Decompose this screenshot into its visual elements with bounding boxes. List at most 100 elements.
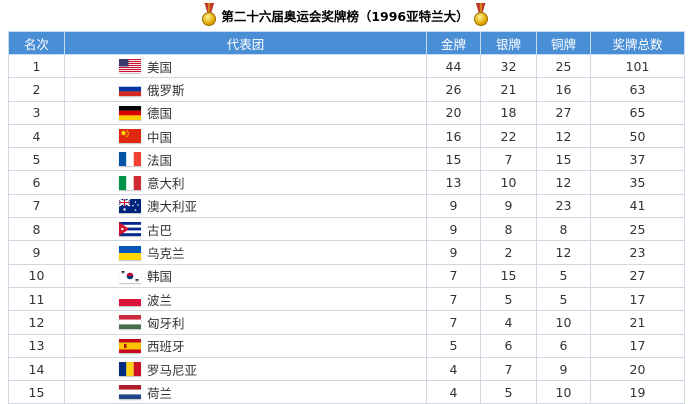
title-bar: 第二十六届奥运会奖牌榜（1996亚特兰大）: [0, 0, 690, 31]
france-flag-icon: [119, 152, 141, 167]
page-title: 第二十六届奥运会奖牌榜（1996亚特兰大）: [221, 9, 469, 24]
team-name[interactable]: 中国: [147, 129, 173, 145]
bronze-cell: 27: [536, 100, 591, 125]
rank-cell: 13: [8, 333, 65, 358]
silver-cell: 5: [480, 380, 537, 404]
table-row[interactable]: 2 俄罗斯 26 21 16 63: [8, 77, 685, 102]
rank-cell: 8: [8, 217, 65, 242]
silver-cell: 7: [480, 356, 537, 382]
bronze-cell: 9: [536, 356, 591, 382]
silver-cell: 7: [480, 147, 537, 172]
team-name[interactable]: 古巴: [147, 222, 173, 238]
ukraine-flag-icon: [119, 245, 141, 260]
silver-cell: 8: [480, 217, 537, 242]
total-cell: 20: [590, 356, 685, 382]
rank-cell: 3: [8, 100, 65, 125]
column-header-total[interactable]: 奖牌总数: [590, 31, 685, 55]
silver-cell: 21: [480, 77, 537, 102]
table-row[interactable]: 12 匈牙利 7 4 10 21: [8, 310, 685, 335]
team-name[interactable]: 澳大利亚: [147, 199, 198, 215]
table-body: 1 美国 44 32 25 101 2 俄罗斯 26 21 16 63 3 德国 20 18 27 65 4 中国 16…: [8, 53, 685, 404]
gold-cell: 4: [426, 380, 481, 404]
rank-cell: 6: [8, 170, 65, 195]
team-name[interactable]: 法国: [147, 152, 173, 168]
column-header-team[interactable]: 代表团: [64, 31, 427, 55]
south-korea-flag-icon: [119, 268, 141, 283]
rank-cell: 7: [8, 193, 65, 219]
team-name[interactable]: 西班牙: [147, 339, 185, 355]
team-name[interactable]: 美国: [147, 59, 173, 75]
romania-flag-icon: [119, 362, 141, 376]
table-row[interactable]: 15 荷兰 4 5 10 19: [8, 380, 685, 404]
gold-cell: 16: [426, 123, 481, 149]
bronze-cell: 6: [536, 333, 591, 358]
team-name[interactable]: 韩国: [147, 269, 173, 285]
table-row[interactable]: 6 意大利 13 10 12 35: [8, 170, 685, 195]
silver-cell: 6: [480, 333, 537, 358]
team-cell: 西班牙: [64, 333, 427, 358]
table-row[interactable]: 3 德国 20 18 27 65: [8, 100, 685, 125]
team-name[interactable]: 罗马尼亚: [147, 362, 198, 378]
gold-cell: 5: [426, 333, 481, 358]
cuba-flag-icon: [119, 222, 141, 237]
bronze-cell: 12: [536, 240, 591, 265]
medal-icon: [473, 2, 489, 29]
total-cell: 19: [590, 380, 685, 404]
team-cell: 罗马尼亚: [64, 356, 427, 382]
team-cell: 意大利: [64, 170, 427, 195]
table-header-row: 名次 代表团 金牌 银牌 铜牌 奖牌总数: [8, 31, 685, 55]
poland-flag-icon: [119, 292, 141, 307]
rank-cell: 9: [8, 240, 65, 265]
gold-cell: 7: [426, 310, 481, 335]
team-cell: 乌克兰: [64, 240, 427, 265]
rank-cell: 12: [8, 310, 65, 335]
team-cell: 法国: [64, 147, 427, 172]
total-cell: 23: [590, 240, 685, 265]
table-row[interactable]: 11 波兰 7 5 5 17: [8, 286, 685, 312]
table-row[interactable]: 10 韩国 7 15 5 27: [8, 263, 685, 288]
table-row[interactable]: 1 美国 44 32 25 101: [8, 53, 685, 79]
team-name[interactable]: 乌克兰: [147, 246, 185, 262]
silver-cell: 9: [480, 193, 537, 219]
bronze-cell: 5: [536, 263, 591, 288]
gold-cell: 44: [426, 53, 481, 79]
team-name[interactable]: 荷兰: [147, 385, 173, 401]
column-header-rank[interactable]: 名次: [8, 31, 65, 55]
team-name[interactable]: 俄罗斯: [147, 82, 185, 98]
gold-cell: 9: [426, 240, 481, 265]
team-cell: 俄罗斯: [64, 77, 427, 102]
usa-flag-icon: [119, 59, 141, 74]
team-cell: 荷兰: [64, 380, 427, 404]
table-row[interactable]: 4 中国 16 22 12 50: [8, 123, 685, 149]
gold-cell: 13: [426, 170, 481, 195]
team-cell: 中国: [64, 123, 427, 149]
silver-cell: 32: [480, 53, 537, 79]
team-name[interactable]: 波兰: [147, 292, 173, 308]
column-header-gold[interactable]: 金牌: [426, 31, 481, 55]
table-row[interactable]: 9 乌克兰 9 2 12 23: [8, 240, 685, 265]
gold-cell: 9: [426, 193, 481, 219]
table-row[interactable]: 8 古巴 9 8 8 25: [8, 217, 685, 242]
silver-cell: 5: [480, 286, 537, 312]
team-cell: 德国: [64, 100, 427, 125]
bronze-cell: 16: [536, 77, 591, 102]
column-header-silver[interactable]: 银牌: [480, 31, 537, 55]
gold-cell: 9: [426, 217, 481, 242]
silver-cell: 18: [480, 100, 537, 125]
rank-cell: 4: [8, 123, 65, 149]
total-cell: 17: [590, 333, 685, 358]
table-row[interactable]: 7 澳大利亚 9 9 23 41: [8, 193, 685, 219]
team-name[interactable]: 意大利: [147, 176, 185, 192]
table-row[interactable]: 5 法国 15 7 15 37: [8, 147, 685, 172]
team-name[interactable]: 匈牙利: [147, 315, 185, 331]
bronze-cell: 5: [536, 286, 591, 312]
team-name[interactable]: 德国: [147, 106, 173, 122]
table-row[interactable]: 13 西班牙 5 6 6 17: [8, 333, 685, 358]
table-row[interactable]: 14 罗马尼亚 4 7 9 20: [8, 356, 685, 382]
team-cell: 波兰: [64, 286, 427, 312]
column-header-bronze[interactable]: 铜牌: [536, 31, 591, 55]
rank-cell: 1: [8, 53, 65, 79]
china-flag-icon: [119, 129, 141, 144]
total-cell: 41: [590, 193, 685, 219]
team-cell: 美国: [64, 53, 427, 79]
